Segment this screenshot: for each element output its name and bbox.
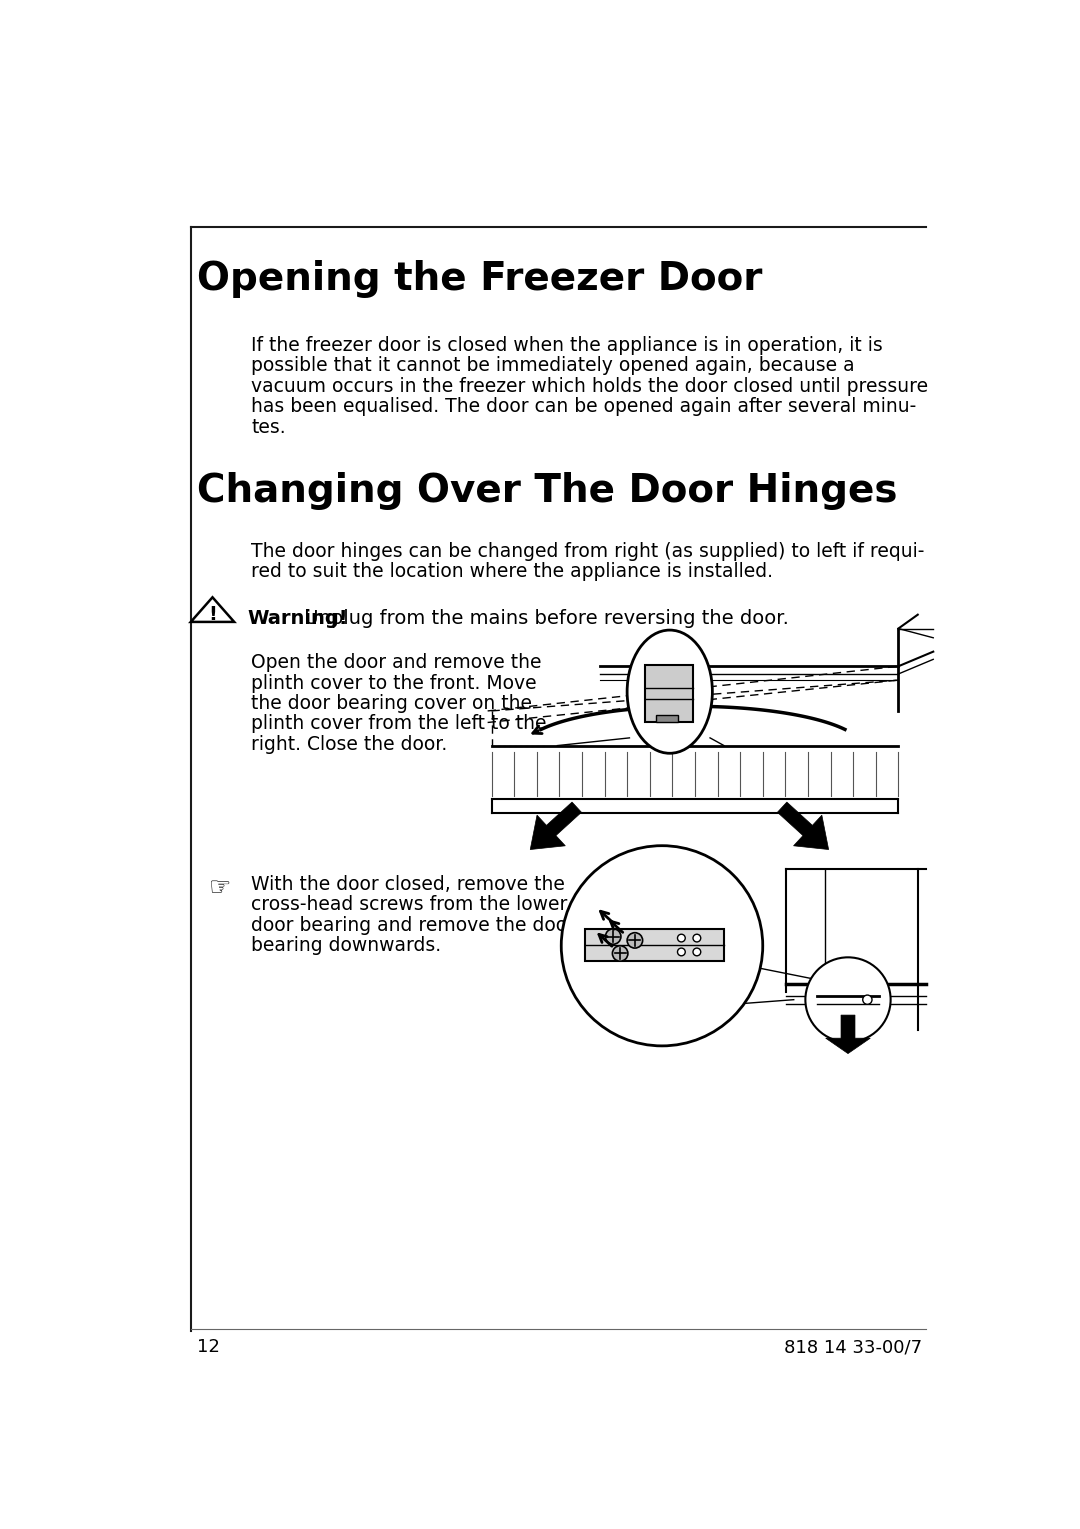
Text: possible that it cannot be immediately opened again, because a: possible that it cannot be immediately o… bbox=[252, 356, 855, 375]
Polygon shape bbox=[826, 1015, 870, 1053]
Text: !: ! bbox=[208, 605, 217, 624]
Text: cross-head screws from the lower: cross-head screws from the lower bbox=[252, 896, 568, 914]
Circle shape bbox=[806, 957, 891, 1043]
Text: plinth cover to the front. Move: plinth cover to the front. Move bbox=[252, 674, 537, 693]
Text: door bearing and remove the door: door bearing and remove the door bbox=[252, 916, 576, 934]
Text: Open the door and remove the: Open the door and remove the bbox=[252, 653, 542, 673]
Text: The door hinges can be changed from right (as supplied) to left if requi-: The door hinges can be changed from righ… bbox=[252, 541, 924, 561]
Text: right. Close the door.: right. Close the door. bbox=[252, 735, 447, 754]
Polygon shape bbox=[656, 714, 677, 723]
Text: Opening the Freezer Door: Opening the Freezer Door bbox=[197, 260, 762, 298]
Text: With the door closed, remove the: With the door closed, remove the bbox=[252, 875, 565, 894]
Text: plinth cover from the left to the: plinth cover from the left to the bbox=[252, 714, 546, 734]
Circle shape bbox=[606, 928, 621, 945]
Text: Unplug from the mains before reversing the door.: Unplug from the mains before reversing t… bbox=[298, 609, 788, 628]
Polygon shape bbox=[530, 803, 581, 850]
Circle shape bbox=[693, 948, 701, 956]
Polygon shape bbox=[645, 665, 693, 723]
Circle shape bbox=[863, 995, 872, 1005]
Circle shape bbox=[693, 934, 701, 942]
Text: has been equalised. The door can be opened again after several minu-: has been equalised. The door can be open… bbox=[252, 398, 917, 416]
Text: 12: 12 bbox=[197, 1338, 220, 1356]
Ellipse shape bbox=[627, 630, 713, 754]
Text: the door bearing cover on the: the door bearing cover on the bbox=[252, 694, 532, 713]
Text: Changing Over The Door Hinges: Changing Over The Door Hinges bbox=[197, 472, 897, 511]
Circle shape bbox=[677, 948, 685, 956]
Circle shape bbox=[612, 946, 627, 962]
Polygon shape bbox=[584, 928, 724, 962]
Text: Warning!: Warning! bbox=[247, 609, 348, 628]
Text: vacuum occurs in the freezer which holds the door closed until pressure: vacuum occurs in the freezer which holds… bbox=[252, 376, 929, 396]
Text: ☞: ☞ bbox=[208, 876, 231, 901]
Text: If the freezer door is closed when the appliance is in operation, it is: If the freezer door is closed when the a… bbox=[252, 336, 883, 355]
Text: 818 14 33-00/7: 818 14 33-00/7 bbox=[783, 1338, 921, 1356]
Circle shape bbox=[677, 934, 685, 942]
Text: tes.: tes. bbox=[252, 417, 286, 437]
Text: bearing downwards.: bearing downwards. bbox=[252, 936, 442, 956]
Text: red to suit the location where the appliance is installed.: red to suit the location where the appli… bbox=[252, 563, 773, 581]
Circle shape bbox=[562, 846, 762, 1046]
Circle shape bbox=[627, 933, 643, 948]
Polygon shape bbox=[778, 803, 828, 850]
